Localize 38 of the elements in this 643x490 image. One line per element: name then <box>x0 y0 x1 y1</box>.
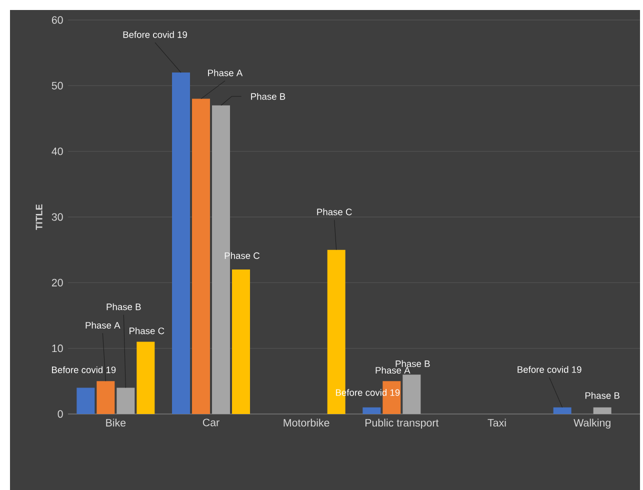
x-tick-label: Walking <box>574 418 610 429</box>
bar <box>172 72 190 414</box>
x-tick-label: Motorbike <box>284 418 330 427</box>
y-tick-label: 0 <box>58 410 63 418</box>
y-tick-label: 10 <box>52 344 63 352</box>
y-axis-title: TITLE <box>36 204 42 230</box>
data-label: Phase A <box>208 69 243 76</box>
bar <box>593 407 612 414</box>
bar <box>192 98 210 414</box>
data-label: Phase B <box>251 92 286 100</box>
data-label: Phase C <box>224 252 260 259</box>
data-label: Phase B <box>106 303 141 310</box>
data-label: Phase B <box>585 392 620 399</box>
y-tick-label: 50 <box>52 82 63 90</box>
bar <box>362 407 381 414</box>
data-label: Phase A <box>376 366 410 374</box>
y-tick-label: 40 <box>52 148 63 156</box>
data-label: Before covid 19 <box>518 366 582 373</box>
bar <box>402 374 421 414</box>
bar <box>76 388 95 414</box>
x-tick-label: Public transport <box>365 418 439 429</box>
x-tick-label: Bike <box>106 418 126 427</box>
bar <box>136 342 155 414</box>
data-label: Phase C <box>317 208 352 216</box>
data-label: Before covid 19 <box>52 366 116 374</box>
x-tick-label: Car <box>202 418 220 426</box>
data-label: Phase B <box>396 360 430 368</box>
y-tick-label: 20 <box>52 278 63 286</box>
y-tick-label: 60 <box>52 16 63 24</box>
x-tick-label: Taxi <box>488 418 506 427</box>
y-tick-label: 30 <box>52 213 63 221</box>
data-label: Phase C <box>130 327 164 334</box>
bar <box>116 388 135 414</box>
bar <box>96 381 115 414</box>
data-label: Before covid 19 <box>123 31 187 38</box>
data-label: Phase A <box>86 322 120 329</box>
bar <box>553 407 572 414</box>
bar <box>232 270 250 414</box>
